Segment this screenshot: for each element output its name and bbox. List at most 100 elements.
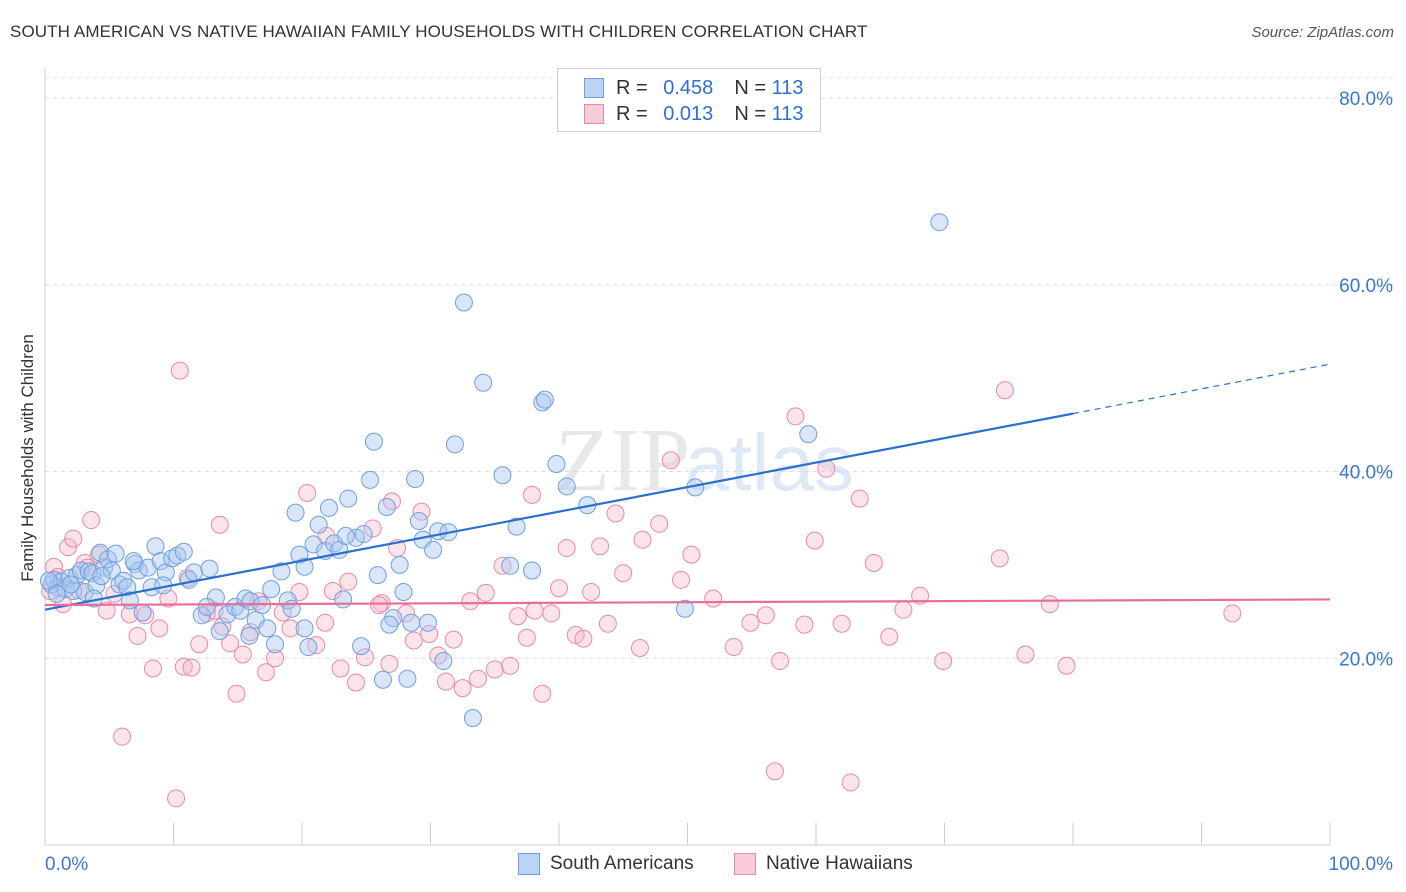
native-hawaiian-point: [404, 631, 423, 650]
legend-swatch-pink: [734, 853, 756, 875]
native-hawaiian-point: [523, 485, 542, 504]
native-hawaiian-point: [630, 638, 649, 657]
native-hawaiian-point: [841, 773, 860, 792]
native-hawaiian-point: [136, 606, 155, 625]
axes: [44, 68, 1331, 846]
south-american-point: [352, 637, 371, 656]
native-hawaiian-point: [682, 545, 701, 564]
south-american-point: [91, 543, 110, 562]
native-hawaiian-point: [113, 727, 132, 746]
south-american-point: [236, 589, 255, 608]
native-hawaiian-point: [281, 619, 300, 638]
south-american-point: [493, 466, 512, 485]
native-hawaiian-point: [1057, 656, 1076, 675]
native-hawaiian-point: [339, 572, 358, 591]
y-tick-label: 80.0%: [1339, 89, 1393, 110]
south-american-point: [402, 613, 421, 632]
south-american-point: [304, 535, 323, 554]
south-american-point: [398, 669, 417, 688]
south-american-point: [295, 619, 314, 638]
south-american-point: [373, 670, 392, 689]
south-american-point: [557, 477, 576, 496]
south-american-point: [200, 559, 219, 578]
south-american-point: [424, 540, 443, 559]
native-hawaiian-point: [346, 673, 365, 692]
south-american-point: [133, 603, 152, 622]
south-american-point: [197, 597, 216, 616]
native-hawaiian-point: [174, 657, 193, 676]
south-american-point: [523, 561, 542, 580]
native-hawaiian-point: [633, 530, 652, 549]
south-american-point: [377, 497, 396, 516]
stats-legend: R = 0.458 N = 113 R = 0.013 N = 113: [557, 68, 821, 132]
native-hawaiian-point: [598, 614, 617, 633]
x-tick-label: 0.0%: [45, 854, 88, 875]
native-hawaiian-point: [864, 554, 883, 573]
native-hawaiian-point: [557, 539, 576, 558]
legend-n-label: N =: [734, 76, 767, 99]
native-hawaiian-point: [64, 529, 83, 548]
native-hawaiian-point: [382, 492, 401, 511]
native-hawaiian-point: [661, 451, 680, 470]
native-hawaiian-point: [894, 600, 913, 619]
native-hawaiian-point: [850, 489, 869, 508]
south-american-point: [286, 503, 305, 522]
south-americans-trend-extension: [1072, 363, 1331, 415]
native-hawaiian-point: [771, 652, 790, 671]
y-tick-label: 20.0%: [1339, 649, 1393, 670]
native-hawaiian-point: [1223, 604, 1242, 623]
south-american-point: [146, 537, 165, 556]
native-hawaiian-point: [316, 613, 335, 632]
south-american-point: [124, 552, 143, 571]
native-hawaiian-point: [307, 636, 326, 655]
y-tick-label: 60.0%: [1339, 276, 1393, 297]
south-american-point: [319, 498, 338, 517]
native-hawaiian-point: [97, 601, 116, 620]
south-american-point: [336, 526, 355, 545]
south-american-point: [409, 511, 428, 530]
south-american-point: [240, 626, 259, 645]
south-american-point: [71, 561, 90, 580]
native-hawaiian-point: [128, 626, 147, 645]
south-american-point: [299, 638, 318, 657]
y-axis-label: Family Households with Children: [18, 334, 37, 582]
legend-n-value: 113: [771, 102, 804, 125]
native-hawaiian-point: [476, 583, 495, 602]
south-american-point: [258, 619, 277, 638]
native-hawaiian-point: [1016, 645, 1035, 664]
native-hawaiian-point: [574, 629, 593, 648]
south-american-point: [106, 544, 125, 563]
native-hawaiian-point: [990, 549, 1009, 568]
south-american-point: [290, 545, 309, 564]
south-american-point: [390, 555, 409, 574]
native-hawaiian-point: [331, 659, 350, 678]
native-hawaiian-point: [508, 607, 527, 626]
native-hawaiian-point: [257, 663, 276, 682]
native-hawaiian-point: [453, 679, 472, 698]
native-hawaiian-point: [190, 635, 209, 654]
legend-south-americans: South Americans: [518, 852, 694, 876]
south-american-point: [47, 584, 66, 603]
legend-r-value: 0.013: [663, 102, 714, 125]
south-american-point: [92, 567, 111, 586]
native-hawaiian-point: [550, 579, 568, 598]
south-american-point: [361, 470, 380, 489]
south-american-point: [334, 590, 353, 609]
native-hawaiian-point: [170, 361, 189, 380]
native-hawaiian-point: [934, 652, 953, 671]
south-americans-trend-line: [44, 412, 1074, 611]
south-american-point: [262, 580, 281, 599]
south-american-point: [174, 542, 193, 561]
south-american-point: [474, 373, 493, 392]
native-hawaiian-point: [485, 660, 504, 679]
native-hawaiian-point: [213, 617, 232, 636]
source-label: Source: ZipAtlas.com: [1251, 24, 1394, 41]
native-hawaiian-point: [233, 645, 252, 664]
south-american-point: [533, 393, 552, 412]
native-hawaiian-point: [227, 684, 246, 703]
native-hawaiian-point: [469, 669, 488, 688]
native-hawaiian-point: [444, 630, 463, 649]
native-hawaiian-point: [380, 654, 399, 673]
native-hawaiian-point: [672, 570, 691, 589]
